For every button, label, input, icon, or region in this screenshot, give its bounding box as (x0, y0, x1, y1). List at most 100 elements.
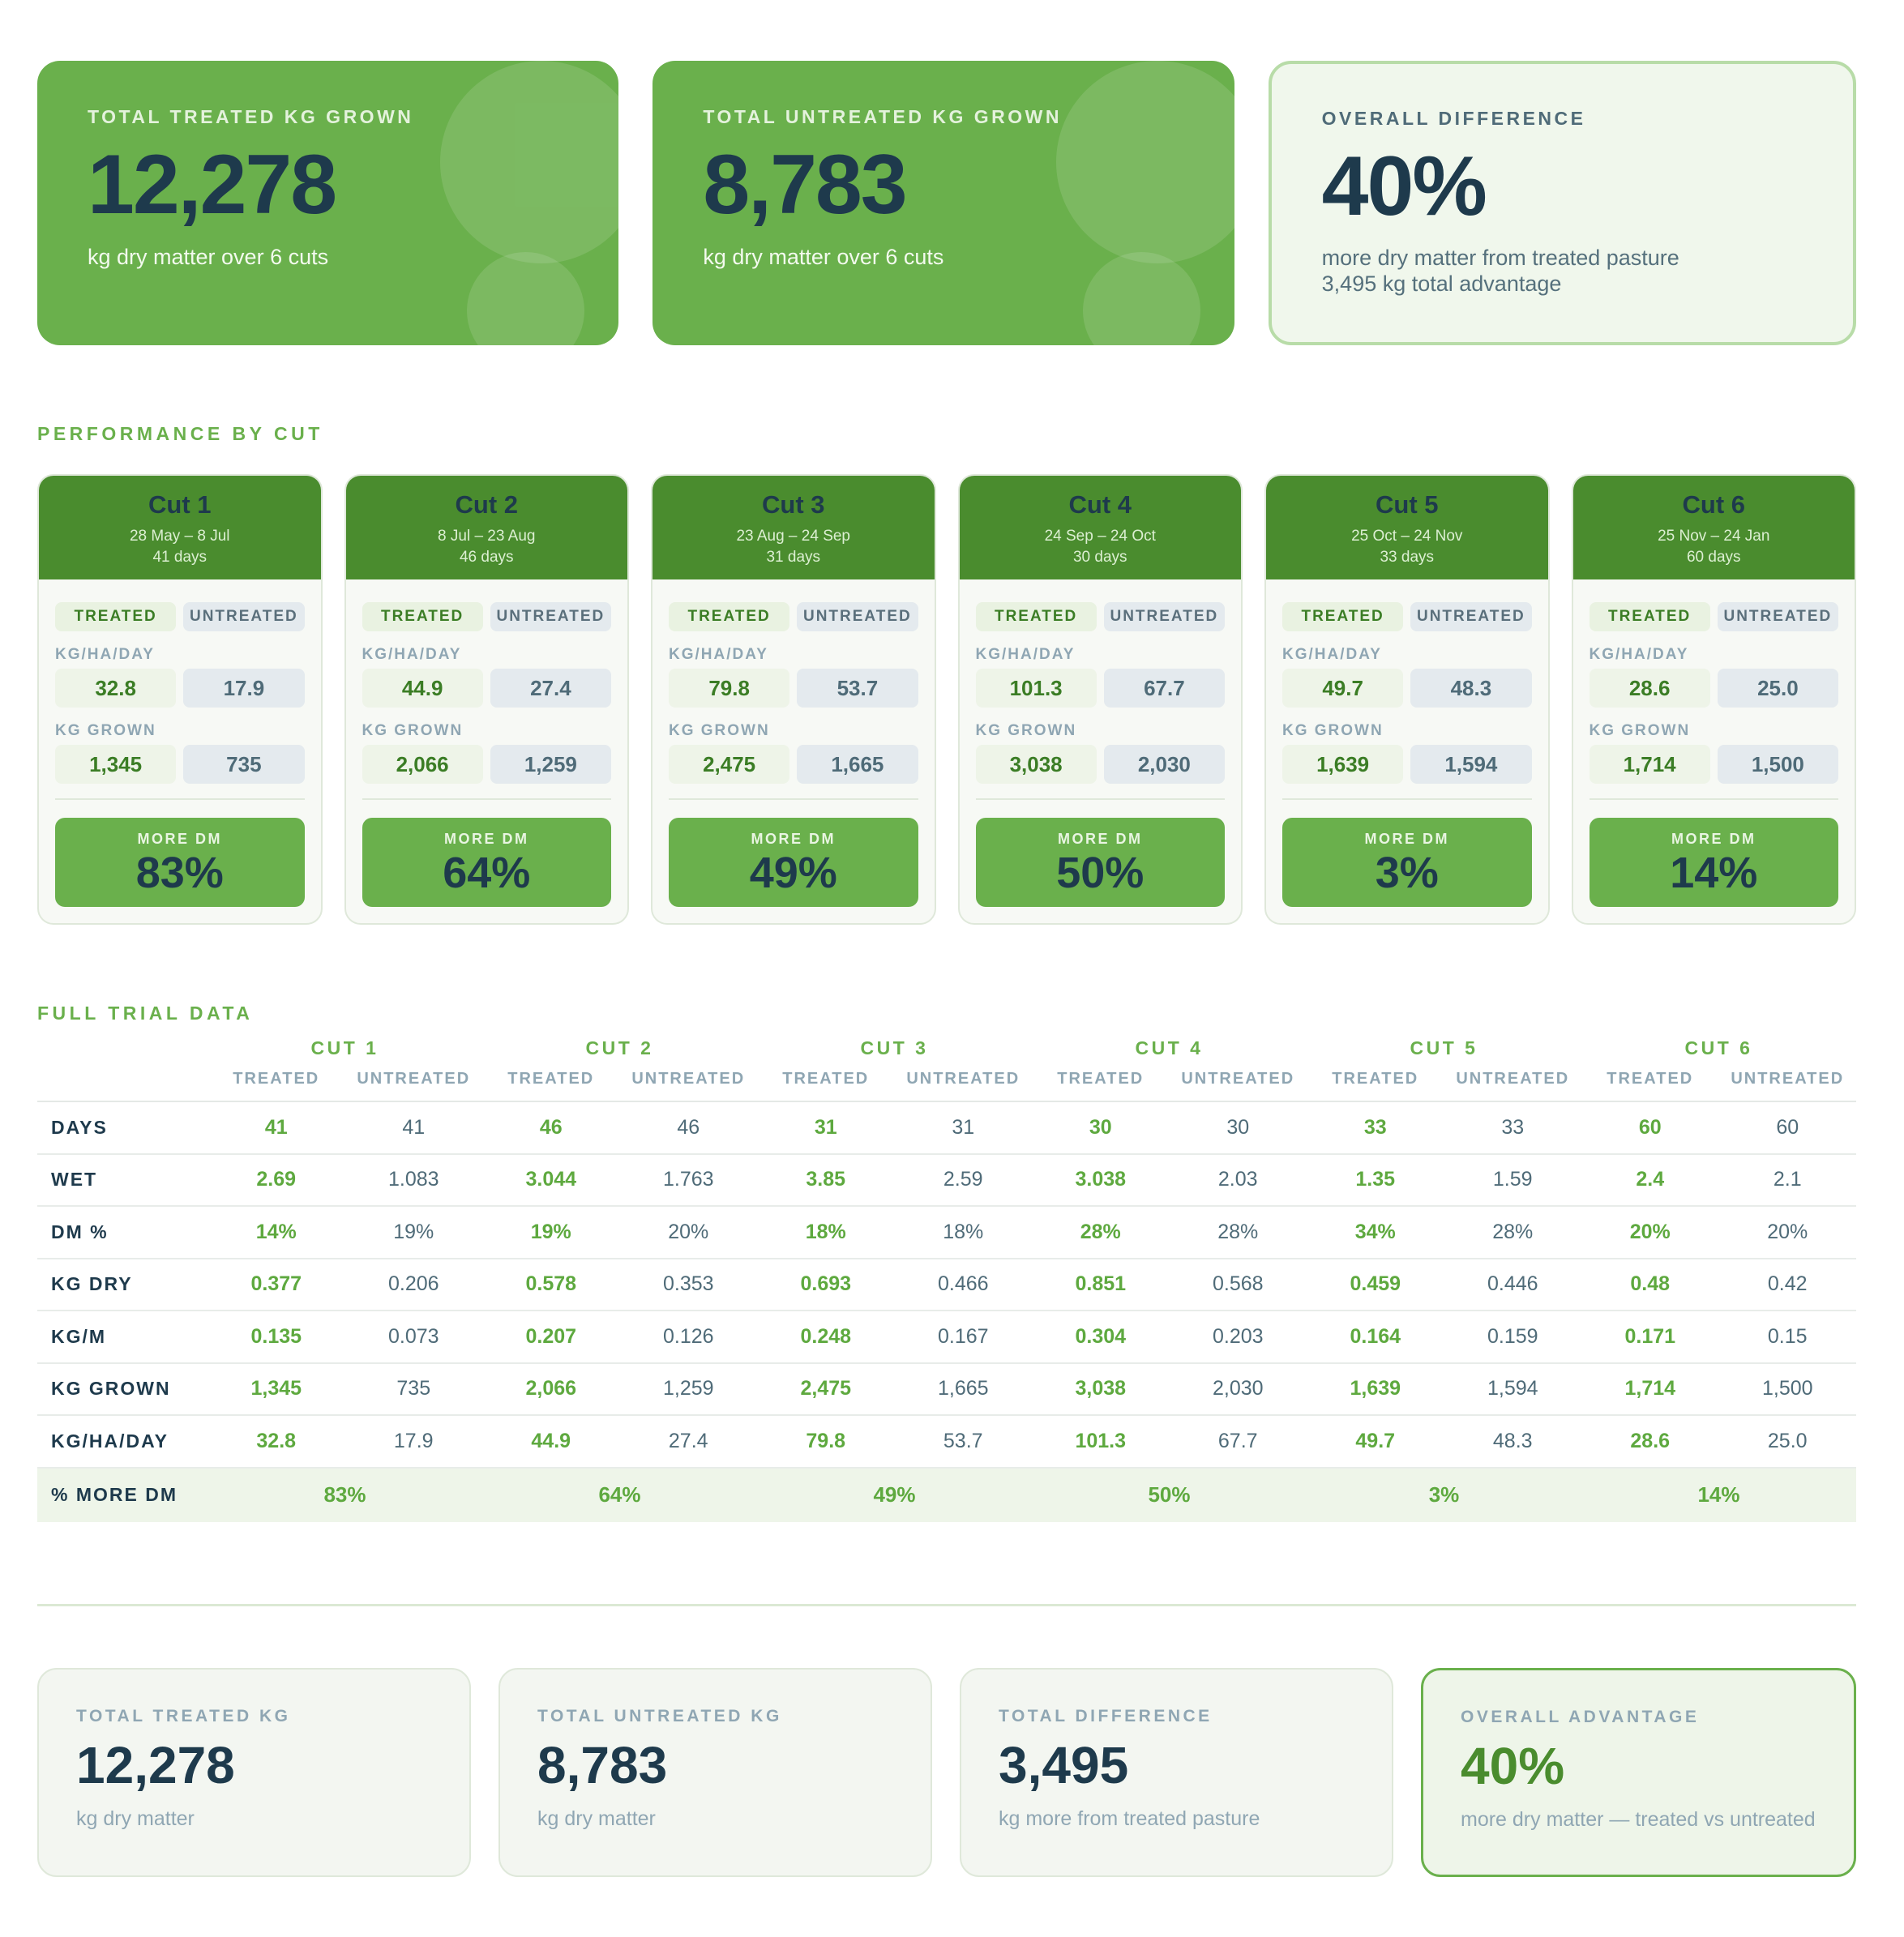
untreated-rate: 67.7 (1103, 669, 1225, 708)
treated-grown: 1,714 (1589, 745, 1710, 784)
cut-column-header: CUT 5 (1410, 1037, 1478, 1058)
untreated-rate: 48.3 (1410, 669, 1532, 708)
cut-name: Cut 3 (762, 490, 825, 519)
treated-cell: 1,639 (1350, 1377, 1401, 1400)
cut-divider (669, 798, 918, 800)
treated-rate: 28.6 (1589, 669, 1710, 708)
cut-divider (362, 798, 611, 800)
hero-sub-line: more dry matter from treated pasture (1321, 246, 1679, 270)
cut-header: Cut 1 28 May – 8 Jul 41 days (39, 476, 321, 579)
cut-card: Cut 1 28 May – 8 Jul 41 days TREATED UNTREAT… (37, 474, 323, 925)
untreated-subheader: UNTREATED (357, 1070, 471, 1088)
treated-pill: TREATED (362, 602, 483, 631)
treated-pill: TREATED (975, 602, 1097, 631)
cut-column-header: CUT 2 (585, 1037, 654, 1058)
treated-cell: 46 (539, 1115, 563, 1139)
grown-label: KG GROWN (1282, 722, 1384, 739)
more-dm-box: MORE DM 14% (1589, 818, 1838, 907)
row-label: KG GROWN (51, 1378, 171, 1400)
legend-pills: TREATED UNTREATED (1282, 602, 1532, 631)
untreated-cell: 33 (1501, 1115, 1525, 1139)
treated-cell: 1,714 (1624, 1377, 1676, 1400)
cut-body: TREATED UNTREATED KG/HA/DAY 28.6 25.0 KG GROW… (1573, 579, 1855, 907)
legend-pills: TREATED UNTREATED (362, 602, 611, 631)
table-row: WET 2.69 1.083 3.044 1.763 3.85 2.59 3.038 2.03 1… (37, 1155, 1856, 1207)
untreated-cell: 1,665 (937, 1377, 989, 1400)
treated-subheader: TREATED (1057, 1070, 1145, 1088)
treated-cell: 32.8 (256, 1429, 297, 1452)
treated-pill: TREATED (55, 602, 177, 631)
hero-value: 12,278 (88, 138, 337, 232)
untreated-cell: 17.9 (393, 1429, 434, 1452)
trial-data-table: CUT 1 CUT 2 CUT 3 CUT 4 CUT 5 CUT 6 TREATED UNT… (37, 1037, 1856, 1522)
untreated-grown: 1,594 (1410, 745, 1532, 784)
more-dm-box: MORE DM 83% (55, 818, 305, 907)
table-row: KG GROWN 1,345 735 2,066 1,259 2,475 1,665 3,03… (37, 1364, 1856, 1416)
more-dm-value: 3% (1375, 849, 1439, 897)
summary-value: 8,783 (537, 1736, 668, 1794)
hero-value: 40% (1321, 139, 1487, 233)
cut-card: Cut 3 23 Aug – 24 Sep 31 days TREATED UNTREA… (651, 474, 936, 925)
treated-cell: 3.044 (525, 1168, 577, 1191)
row-label: KG/M (51, 1325, 107, 1347)
treated-cell: 14% (255, 1220, 297, 1243)
untreated-cell: 31 (952, 1115, 975, 1139)
legend-pills: TREATED UNTREATED (55, 602, 305, 631)
hero-sub-line: 3,495 kg total advantage (1321, 272, 1562, 296)
grown-label: KG GROWN (55, 722, 156, 739)
cut-dates: 23 Aug – 24 Sep (736, 528, 850, 545)
untreated-cell: 0.353 (662, 1272, 714, 1296)
untreated-subheader: UNTREATED (1456, 1070, 1570, 1088)
treated-cell: 19% (530, 1220, 571, 1243)
untreated-cell: 0.42 (1767, 1272, 1808, 1296)
treated-cell: 0.693 (800, 1272, 852, 1296)
treated-cell: 0.459 (1350, 1272, 1401, 1296)
more-dm-box: MORE DM 3% (1282, 818, 1532, 907)
treated-cell: 41 (264, 1115, 288, 1139)
grown-values: 1,639 1,594 (1282, 745, 1532, 784)
treated-pill: TREATED (1282, 602, 1404, 631)
rate-values: 44.9 27.4 (362, 669, 611, 708)
untreated-pill: UNTREATED (490, 602, 611, 631)
treated-cell: 0.304 (1075, 1324, 1127, 1348)
cut-name: Cut 2 (455, 490, 519, 519)
untreated-grown: 735 (183, 745, 305, 784)
more-dm-box: MORE DM 64% (362, 818, 611, 907)
rate-label: KG/HA/DAY (669, 646, 768, 663)
treated-cell: 31 (814, 1115, 837, 1139)
cut-dates: 8 Jul – 23 Aug (438, 528, 536, 545)
total-treated-card: TOTAL TREATED KG GROWN 12,278 kg dry mat… (37, 61, 619, 345)
cut-days: 41 days (152, 549, 208, 566)
row-label: DAYS (51, 1116, 108, 1138)
cut-days: 33 days (1380, 549, 1435, 566)
untreated-grown: 1,665 (797, 745, 918, 784)
treated-cell: 18% (805, 1220, 846, 1243)
summary-card: TOTAL UNTREATED KG 8,783 kg dry matter (498, 1668, 932, 1877)
treated-cell: 101.3 (1075, 1429, 1127, 1452)
untreated-cell: 2,030 (1212, 1377, 1264, 1400)
hero-row: TOTAL TREATED KG GROWN 12,278 kg dry mat… (37, 61, 1856, 345)
more-dm-value: 64% (443, 849, 531, 897)
grown-label: KG GROWN (1589, 722, 1691, 739)
grown-values: 1,345 735 (55, 745, 305, 784)
summary-label: TOTAL UNTREATED KG (537, 1707, 782, 1725)
untreated-grown: 1,259 (490, 745, 611, 784)
hero-label: TOTAL TREATED KG GROWN (88, 106, 414, 127)
treated-cell: 49.7 (1355, 1429, 1396, 1452)
treated-subheader: TREATED (233, 1070, 320, 1088)
untreated-cell: 60 (1776, 1115, 1799, 1139)
grown-label: KG GROWN (975, 722, 1077, 739)
treated-cell: 0.851 (1075, 1272, 1127, 1296)
table-row: DAYS 41 41 46 46 31 31 30 30 33 33 60 60 (37, 1102, 1856, 1155)
untreated-subheader: UNTREATED (906, 1070, 1020, 1088)
grown-values: 2,475 1,665 (669, 745, 918, 784)
treated-cell: 0.135 (250, 1324, 302, 1348)
grown-values: 1,714 1,500 (1589, 745, 1838, 784)
treated-cell: 0.578 (525, 1272, 577, 1296)
rate-values: 49.7 48.3 (1282, 669, 1532, 708)
treated-cell: 0.171 (1624, 1324, 1676, 1348)
summary-label: TOTAL TREATED KG (76, 1707, 291, 1725)
untreated-cell: 1.083 (387, 1168, 439, 1191)
treated-grown: 1,639 (1282, 745, 1404, 784)
more-dm-cell: 14% (1697, 1482, 1740, 1507)
